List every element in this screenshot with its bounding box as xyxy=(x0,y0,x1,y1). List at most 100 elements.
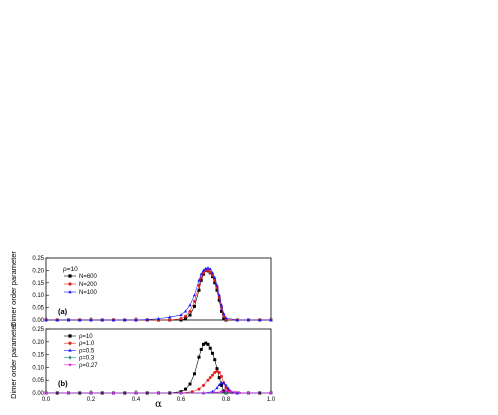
data-point xyxy=(213,281,217,285)
data-point xyxy=(179,313,183,317)
legend-label: ρ=0.5 xyxy=(79,348,95,354)
data-point xyxy=(44,391,48,395)
panel-a-frame xyxy=(45,257,272,321)
data-point xyxy=(237,390,242,395)
data-point xyxy=(206,378,210,382)
panel-b: 0.00 0.05 0.10 0.15 0.20 0.25 0.0 0.2 0.4 0.6 0.8… xyxy=(9,323,276,410)
panel-a-parameter-label: ρ=10 xyxy=(63,266,78,273)
data-point xyxy=(192,293,197,297)
data-point xyxy=(134,318,138,322)
data-point xyxy=(89,391,93,395)
data-point xyxy=(193,372,196,376)
data-point xyxy=(219,380,224,384)
x-tick-label: 0.6 xyxy=(177,397,186,403)
data-point xyxy=(188,313,192,317)
y-tick-label: 0.15 xyxy=(32,281,44,287)
data-point xyxy=(217,376,221,380)
data-point xyxy=(228,389,233,394)
data-point xyxy=(208,270,212,274)
data-point xyxy=(215,386,219,390)
data-point xyxy=(168,318,172,322)
legend-marker xyxy=(68,355,72,360)
data-point xyxy=(235,318,239,322)
y-tick-label: 0.05 xyxy=(32,378,44,384)
data-point xyxy=(188,382,192,386)
data-point xyxy=(211,351,214,355)
data-point xyxy=(217,293,221,297)
data-point xyxy=(184,317,187,321)
data-point xyxy=(197,355,201,359)
data-point xyxy=(197,278,201,282)
data-point xyxy=(222,317,226,321)
panel-a-y-label: Dimer order parameter xyxy=(9,251,18,327)
data-point xyxy=(233,390,237,394)
data-point xyxy=(224,386,228,390)
data-point xyxy=(156,391,161,395)
y-tick-label: 0.15 xyxy=(32,353,44,359)
data-point xyxy=(202,342,205,346)
legend-label: N=100 xyxy=(79,290,98,296)
data-point xyxy=(258,318,262,322)
data-point xyxy=(206,266,210,270)
data-point xyxy=(199,272,203,276)
legend-marker xyxy=(68,348,72,352)
data-point xyxy=(222,389,226,393)
data-point xyxy=(208,346,212,350)
panel-b-label: (b) xyxy=(58,379,68,388)
data-point xyxy=(217,383,221,387)
data-point xyxy=(220,374,223,378)
data-point xyxy=(222,312,226,315)
data-point xyxy=(222,381,226,385)
data-point xyxy=(55,318,59,322)
data-point xyxy=(168,315,172,319)
data-point xyxy=(224,389,228,393)
series-line xyxy=(46,370,271,394)
data-point xyxy=(78,318,82,322)
data-point xyxy=(219,303,224,307)
data-point xyxy=(246,318,251,322)
panel-b-series xyxy=(44,341,273,395)
panel-a-series xyxy=(44,266,273,322)
data-point xyxy=(201,391,206,395)
legend-label: ρ=0.27 xyxy=(79,363,98,369)
data-point xyxy=(220,309,223,313)
data-point xyxy=(224,383,228,387)
data-point xyxy=(208,376,212,380)
panel-b-y-ticks: 0.00 0.05 0.10 0.15 0.20 0.25 xyxy=(32,327,49,397)
series-N=100 xyxy=(44,266,273,322)
data-point xyxy=(100,318,104,322)
data-point xyxy=(246,391,251,395)
panel-a: 0.00 0.05 0.10 0.15 0.20 0.25 N=600 N=200 N=100… xyxy=(9,251,273,327)
panel-a-y-ticks: 0.00 0.05 0.10 0.15 0.20 0.25 xyxy=(32,256,49,324)
series-ρ=0.27 xyxy=(44,389,273,395)
data-point xyxy=(44,318,48,322)
data-point xyxy=(179,391,183,395)
data-point xyxy=(197,288,201,292)
data-point xyxy=(199,278,203,282)
data-point xyxy=(213,358,217,362)
legend-label: ρ=10 xyxy=(79,334,93,340)
series-ρ=1.0 xyxy=(44,369,273,395)
y-tick-label: 0.25 xyxy=(32,327,44,333)
legend-marker xyxy=(68,274,72,278)
panel-a-legend: N=600 N=200 N=100 xyxy=(64,274,98,296)
data-point xyxy=(201,268,206,272)
y-tick-label: 0.00 xyxy=(32,318,44,324)
panel-b-legend: ρ=10ρ=1.0ρ=0.5 ρ=0.3ρ=0.27 xyxy=(64,334,98,369)
legend-label: N=200 xyxy=(79,282,98,288)
data-point xyxy=(66,318,71,322)
data-point xyxy=(202,383,205,387)
data-point xyxy=(145,317,149,321)
data-point xyxy=(211,373,214,377)
legend-marker xyxy=(68,362,72,367)
data-point xyxy=(217,298,221,302)
data-point xyxy=(269,318,273,322)
data-point xyxy=(179,317,183,321)
data-point xyxy=(204,341,208,345)
series-line xyxy=(46,390,271,394)
data-point xyxy=(193,299,196,303)
y-tick-label: 0.05 xyxy=(32,306,44,312)
data-point xyxy=(188,309,192,313)
x-axis-label: α xyxy=(155,399,162,410)
